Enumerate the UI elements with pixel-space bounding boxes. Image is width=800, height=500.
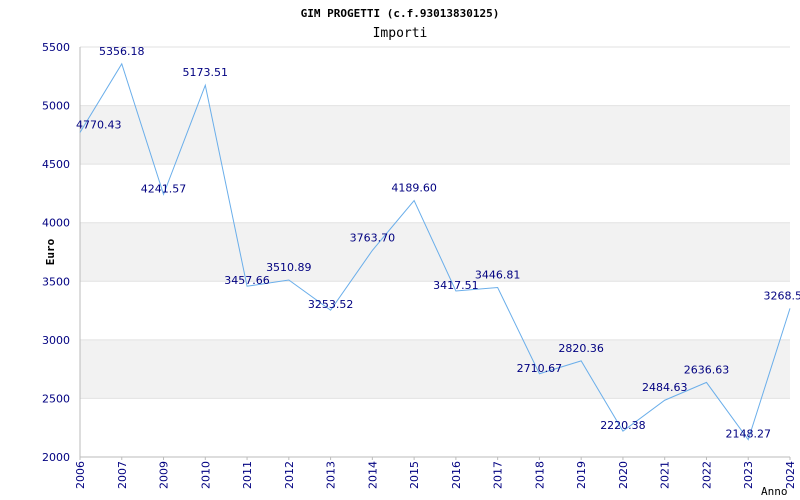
y-tick-label: 4500: [42, 158, 70, 171]
x-tick-label: 2010: [199, 461, 212, 489]
y-tick-label: 3500: [42, 275, 70, 288]
data-label: 4770.43: [76, 118, 122, 131]
x-tick-label: 2017: [492, 461, 505, 489]
grid-band: [80, 47, 790, 106]
y-axis-title: Euro: [44, 238, 57, 265]
data-label: 2484.63: [642, 381, 688, 394]
data-label: 3268.5: [764, 289, 800, 302]
data-label: 2820.36: [558, 342, 604, 355]
grid-band: [80, 339, 790, 399]
data-label: 2710.67: [517, 362, 563, 375]
y-tick-label: 5500: [42, 41, 70, 54]
x-tick-label: 2011: [241, 461, 254, 489]
x-tick-label: 2020: [617, 461, 630, 489]
data-label: 2220.38: [600, 419, 646, 432]
y-tick-label: 4000: [42, 217, 70, 230]
data-label: 3253.52: [308, 298, 354, 311]
data-labels: 4770.43 5356.18 4241.57 5173.51 3457.663510.…: [76, 45, 800, 441]
data-label: 3763.70: [350, 231, 396, 244]
x-tick-label: 2013: [325, 461, 338, 489]
x-tick-label: 2009: [158, 461, 171, 489]
x-axis-title: Anno: [761, 485, 788, 498]
data-label: 2148.27: [725, 428, 771, 441]
grid-band: [80, 222, 790, 282]
x-tick-label: 2019: [575, 461, 588, 489]
x-tick-label: 2006: [74, 461, 87, 489]
data-label: 5356.18: [99, 45, 145, 58]
x-tick-label: 2007: [116, 461, 129, 489]
y-tick-label: 5000: [42, 100, 70, 113]
data-label: 2636.63: [684, 363, 730, 376]
x-tick-label: 2018: [533, 461, 546, 489]
x-tick-label: 2021: [659, 461, 672, 489]
x-tick-labels: 2006 2007 2009 2010 2011 2012 2013 2014 2015 2016…: [74, 457, 797, 489]
y-tick-labels: 2000 2500 3000 3500 4000 4500 5000 5500: [42, 41, 70, 464]
x-tick-label: 2014: [366, 461, 379, 489]
chart-subtitle: Importi: [373, 26, 428, 41]
grid-bands: [80, 46, 790, 458]
grid-band: [80, 398, 790, 457]
series-line: [79, 62, 791, 441]
grid-band: [80, 164, 790, 223]
data-label: 3446.81: [475, 269, 521, 282]
grid-band: [80, 105, 790, 165]
x-tick-label: 2022: [700, 461, 713, 489]
y-tick-label: 2500: [42, 392, 70, 405]
x-tick-label: 2012: [283, 461, 296, 489]
x-tick-label: 2024: [784, 461, 797, 489]
x-tick-label: 2023: [742, 461, 755, 489]
data-label: 4189.60: [391, 182, 437, 195]
x-tick-label: 2016: [450, 461, 463, 489]
grid-band: [80, 281, 790, 340]
chart-title: GIM PROGETTI (c.f.93013830125): [301, 7, 500, 20]
axes: [79, 47, 790, 458]
data-label: 3417.51: [433, 279, 479, 292]
y-tick-label: 2000: [42, 451, 70, 464]
x-tick-label: 2015: [408, 461, 421, 489]
data-label: 5173.51: [183, 66, 229, 79]
y-tick-label: 3000: [42, 334, 70, 347]
data-label: 3457.66: [224, 274, 270, 287]
data-label: 4241.57: [141, 182, 187, 195]
data-label: 3510.89: [266, 261, 312, 274]
